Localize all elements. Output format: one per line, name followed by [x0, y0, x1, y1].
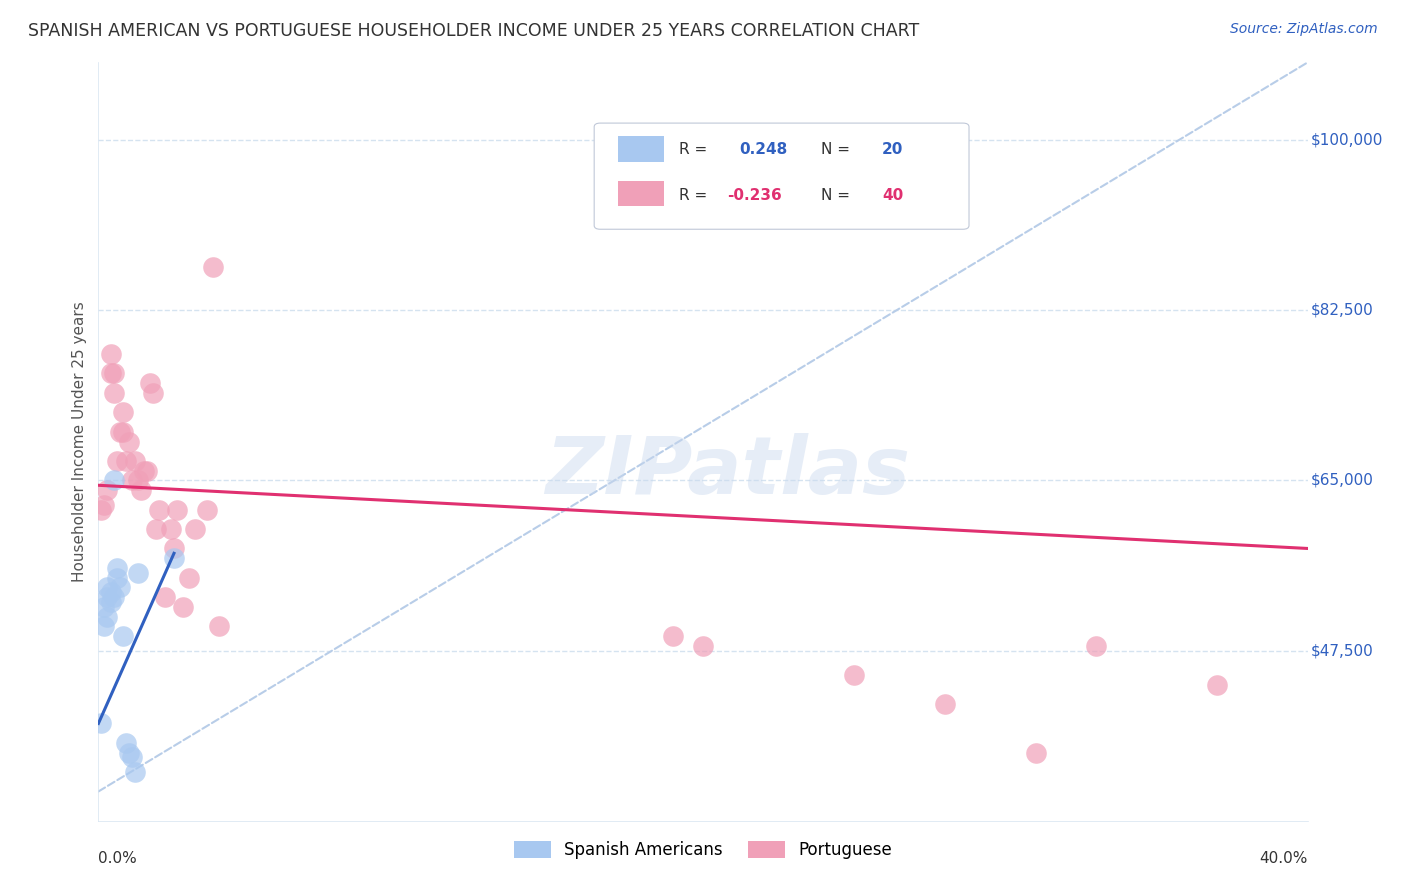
Point	[124, 454, 146, 468]
Point	[105, 454, 128, 468]
Point	[195, 502, 218, 516]
Y-axis label: Householder Income Under 25 years: Householder Income Under 25 years	[72, 301, 87, 582]
Point	[121, 474, 143, 488]
Point	[111, 425, 134, 439]
Point	[96, 609, 118, 624]
Point	[163, 541, 186, 556]
Point	[93, 619, 115, 633]
Point	[127, 566, 149, 580]
Point	[148, 502, 170, 516]
Point	[129, 483, 152, 497]
Legend: Spanish Americans, Portuguese: Spanish Americans, Portuguese	[508, 834, 898, 865]
Point	[163, 551, 186, 566]
Point	[1206, 677, 1229, 691]
Point	[90, 716, 112, 731]
Point	[127, 474, 149, 488]
Text: R =: R =	[679, 142, 707, 157]
Point	[108, 425, 131, 439]
Text: 0.248: 0.248	[740, 142, 787, 157]
Point	[100, 367, 122, 381]
Text: N =: N =	[821, 187, 851, 202]
Point	[96, 483, 118, 497]
Text: 0.0%: 0.0%	[98, 851, 138, 866]
Point	[105, 571, 128, 585]
Point	[111, 405, 134, 419]
Text: -0.236: -0.236	[727, 187, 782, 202]
Text: $65,000: $65,000	[1312, 473, 1374, 488]
Point	[90, 502, 112, 516]
Point	[179, 571, 201, 585]
Text: SPANISH AMERICAN VS PORTUGUESE HOUSEHOLDER INCOME UNDER 25 YEARS CORRELATION CHA: SPANISH AMERICAN VS PORTUGUESE HOUSEHOLD…	[28, 22, 920, 40]
Point	[103, 590, 125, 604]
Point	[132, 464, 155, 478]
Point	[208, 619, 231, 633]
Point	[160, 522, 183, 536]
Point	[96, 580, 118, 594]
Text: $82,500: $82,500	[1312, 302, 1374, 318]
Point	[184, 522, 207, 536]
Point	[124, 765, 146, 780]
Point	[100, 585, 122, 599]
Point	[100, 595, 122, 609]
Point	[135, 464, 157, 478]
Point	[103, 367, 125, 381]
Point	[1085, 639, 1108, 653]
Point	[114, 736, 136, 750]
Point	[103, 474, 125, 488]
Text: Source: ZipAtlas.com: Source: ZipAtlas.com	[1230, 22, 1378, 37]
Text: R =: R =	[679, 187, 707, 202]
Point	[145, 522, 167, 536]
Point	[93, 599, 115, 614]
Point	[105, 561, 128, 575]
Point	[142, 386, 165, 401]
Point	[166, 502, 188, 516]
Point	[172, 599, 194, 614]
Point	[1024, 746, 1046, 760]
Point	[96, 590, 118, 604]
Point	[93, 498, 115, 512]
Text: 40: 40	[882, 187, 903, 202]
Point	[153, 590, 176, 604]
Text: 20: 20	[882, 142, 903, 157]
Point	[139, 376, 162, 391]
FancyBboxPatch shape	[595, 123, 969, 229]
Text: ZIPatlas: ZIPatlas	[544, 433, 910, 511]
Point	[103, 386, 125, 401]
Point	[108, 580, 131, 594]
Text: $47,500: $47,500	[1312, 643, 1374, 658]
Text: 40.0%: 40.0%	[1260, 851, 1308, 866]
Text: $100,000: $100,000	[1312, 133, 1384, 148]
Point	[118, 746, 141, 760]
Text: N =: N =	[821, 142, 851, 157]
Point	[844, 668, 866, 682]
Point	[111, 629, 134, 643]
Point	[934, 697, 956, 711]
Point	[100, 347, 122, 361]
Point	[118, 434, 141, 449]
Bar	[619, 181, 664, 206]
Point	[121, 750, 143, 764]
Point	[202, 260, 225, 274]
Point	[114, 454, 136, 468]
Point	[692, 639, 714, 653]
Bar	[619, 136, 664, 161]
Point	[661, 629, 683, 643]
